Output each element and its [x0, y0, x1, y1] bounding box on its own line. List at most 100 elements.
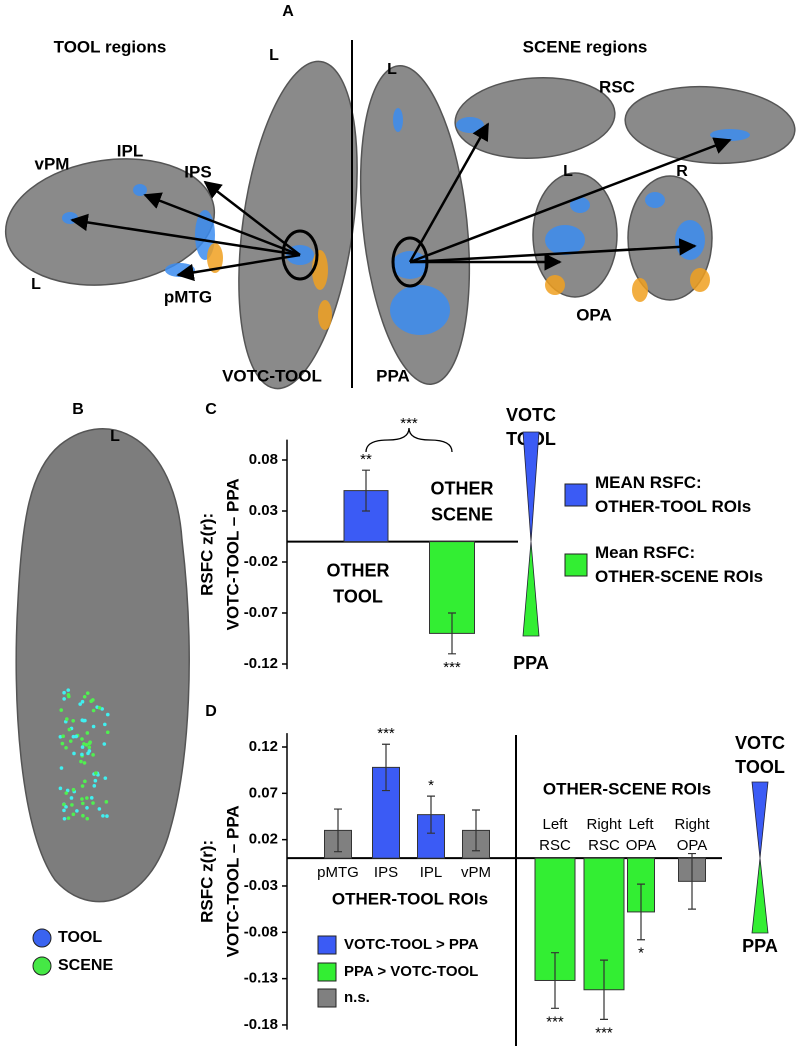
error-bar	[427, 795, 435, 834]
roi-peak	[62, 802, 66, 807]
roi-peak	[66, 816, 71, 820]
label: Left RSC	[539, 816, 571, 854]
error-bar	[362, 469, 370, 512]
activation	[392, 251, 428, 279]
label: TOOL regions	[54, 37, 167, 56]
label: PPA	[742, 936, 778, 956]
label: VOTC-TOOL – PPA	[223, 805, 242, 957]
roi-peak	[78, 702, 82, 706]
label: pMTG	[164, 287, 212, 306]
roi-peak	[68, 739, 73, 743]
label: -0.13	[244, 970, 278, 987]
roi-peak	[85, 805, 89, 810]
roi-peak	[61, 734, 66, 739]
error-bar	[688, 852, 696, 910]
roi-peak	[70, 803, 74, 807]
label: 0.08	[249, 451, 278, 468]
activation	[545, 225, 585, 255]
legend-swatch	[317, 988, 337, 1008]
roi-peak	[103, 776, 108, 780]
label: MEAN RSFC: OTHER-TOOL ROIs	[595, 473, 751, 516]
label: n.s.	[344, 989, 370, 1006]
text-line: MEAN RSFC:	[595, 473, 702, 492]
activation	[393, 108, 403, 132]
wedge-top	[522, 431, 540, 542]
label: B	[72, 401, 84, 418]
brain-surface	[15, 428, 190, 903]
label: -0.18	[244, 1016, 278, 1033]
text-line: RSC	[539, 837, 571, 854]
label: PPA	[513, 653, 549, 673]
roi-peak	[74, 734, 78, 739]
arrow	[143, 192, 301, 257]
roi-peak	[62, 690, 66, 695]
text-line: SCENE	[431, 504, 493, 524]
roi-peak	[105, 730, 110, 735]
text-line: OTHER	[431, 478, 494, 498]
error-bar	[600, 959, 608, 1021]
roi-peak	[71, 734, 76, 739]
roi-peak	[85, 691, 90, 695]
text-line: TOOL	[333, 586, 383, 606]
roi-peak	[81, 718, 86, 723]
label: L	[269, 47, 279, 64]
label: VOTC-TOOL > PPA	[344, 936, 479, 953]
legend-swatch	[564, 483, 588, 507]
activation	[632, 278, 648, 302]
label: OTHER SCENE	[431, 478, 494, 524]
label: RSFC z(r):	[197, 840, 216, 923]
error-bar	[382, 743, 390, 792]
label: RSC	[599, 77, 635, 96]
roi-peak	[94, 771, 98, 775]
roi-peak	[102, 742, 107, 746]
roi-peak	[71, 812, 76, 817]
label: IPS	[374, 864, 398, 881]
legend-swatch	[317, 962, 337, 982]
label: *	[428, 777, 434, 794]
label: OTHER-SCENE ROIs	[543, 779, 711, 798]
arrow	[409, 238, 697, 264]
roi-peak	[91, 724, 96, 729]
activation	[390, 285, 450, 335]
arrow	[176, 253, 301, 282]
text-line: Mean RSFC:	[595, 543, 695, 562]
roi-peak	[60, 741, 65, 746]
roi-peak	[71, 718, 76, 723]
text-line: pMTG	[317, 864, 359, 881]
activation	[645, 192, 665, 208]
label: -0.08	[244, 923, 278, 940]
roi-peak	[92, 784, 97, 788]
brain-surface	[4, 158, 216, 286]
arrow	[408, 122, 490, 263]
label: 0.03	[249, 502, 278, 519]
label: *	[638, 945, 644, 962]
roi-peak	[65, 788, 70, 793]
label: -0.02	[244, 553, 278, 570]
roi-peak	[59, 708, 64, 712]
roi-peak	[80, 752, 84, 757]
seed-roi	[281, 229, 319, 281]
text-line: RSC	[588, 837, 620, 854]
roi-peak	[85, 731, 90, 735]
label: L	[110, 428, 120, 445]
roi-peak	[58, 786, 63, 791]
activation	[456, 117, 484, 133]
roi-peak	[97, 705, 102, 710]
label: VOTC	[735, 733, 785, 753]
label: PPA > VOTC-TOOL	[344, 963, 478, 980]
arrow	[409, 137, 732, 264]
roi-peak	[87, 749, 92, 753]
label: **	[360, 451, 372, 468]
brain-surface	[454, 76, 616, 160]
label: ***	[546, 1013, 564, 1030]
error-bar	[472, 809, 480, 852]
label: VOTC-TOOL	[222, 366, 322, 385]
roi-peak	[59, 766, 64, 770]
roi-peak	[83, 779, 87, 784]
text-line: OPA	[626, 837, 657, 854]
roi-peak	[62, 808, 66, 813]
activation	[318, 300, 332, 330]
roi-peak	[91, 753, 95, 757]
label: TOOL	[735, 757, 785, 777]
text-line: OPA	[677, 837, 708, 854]
